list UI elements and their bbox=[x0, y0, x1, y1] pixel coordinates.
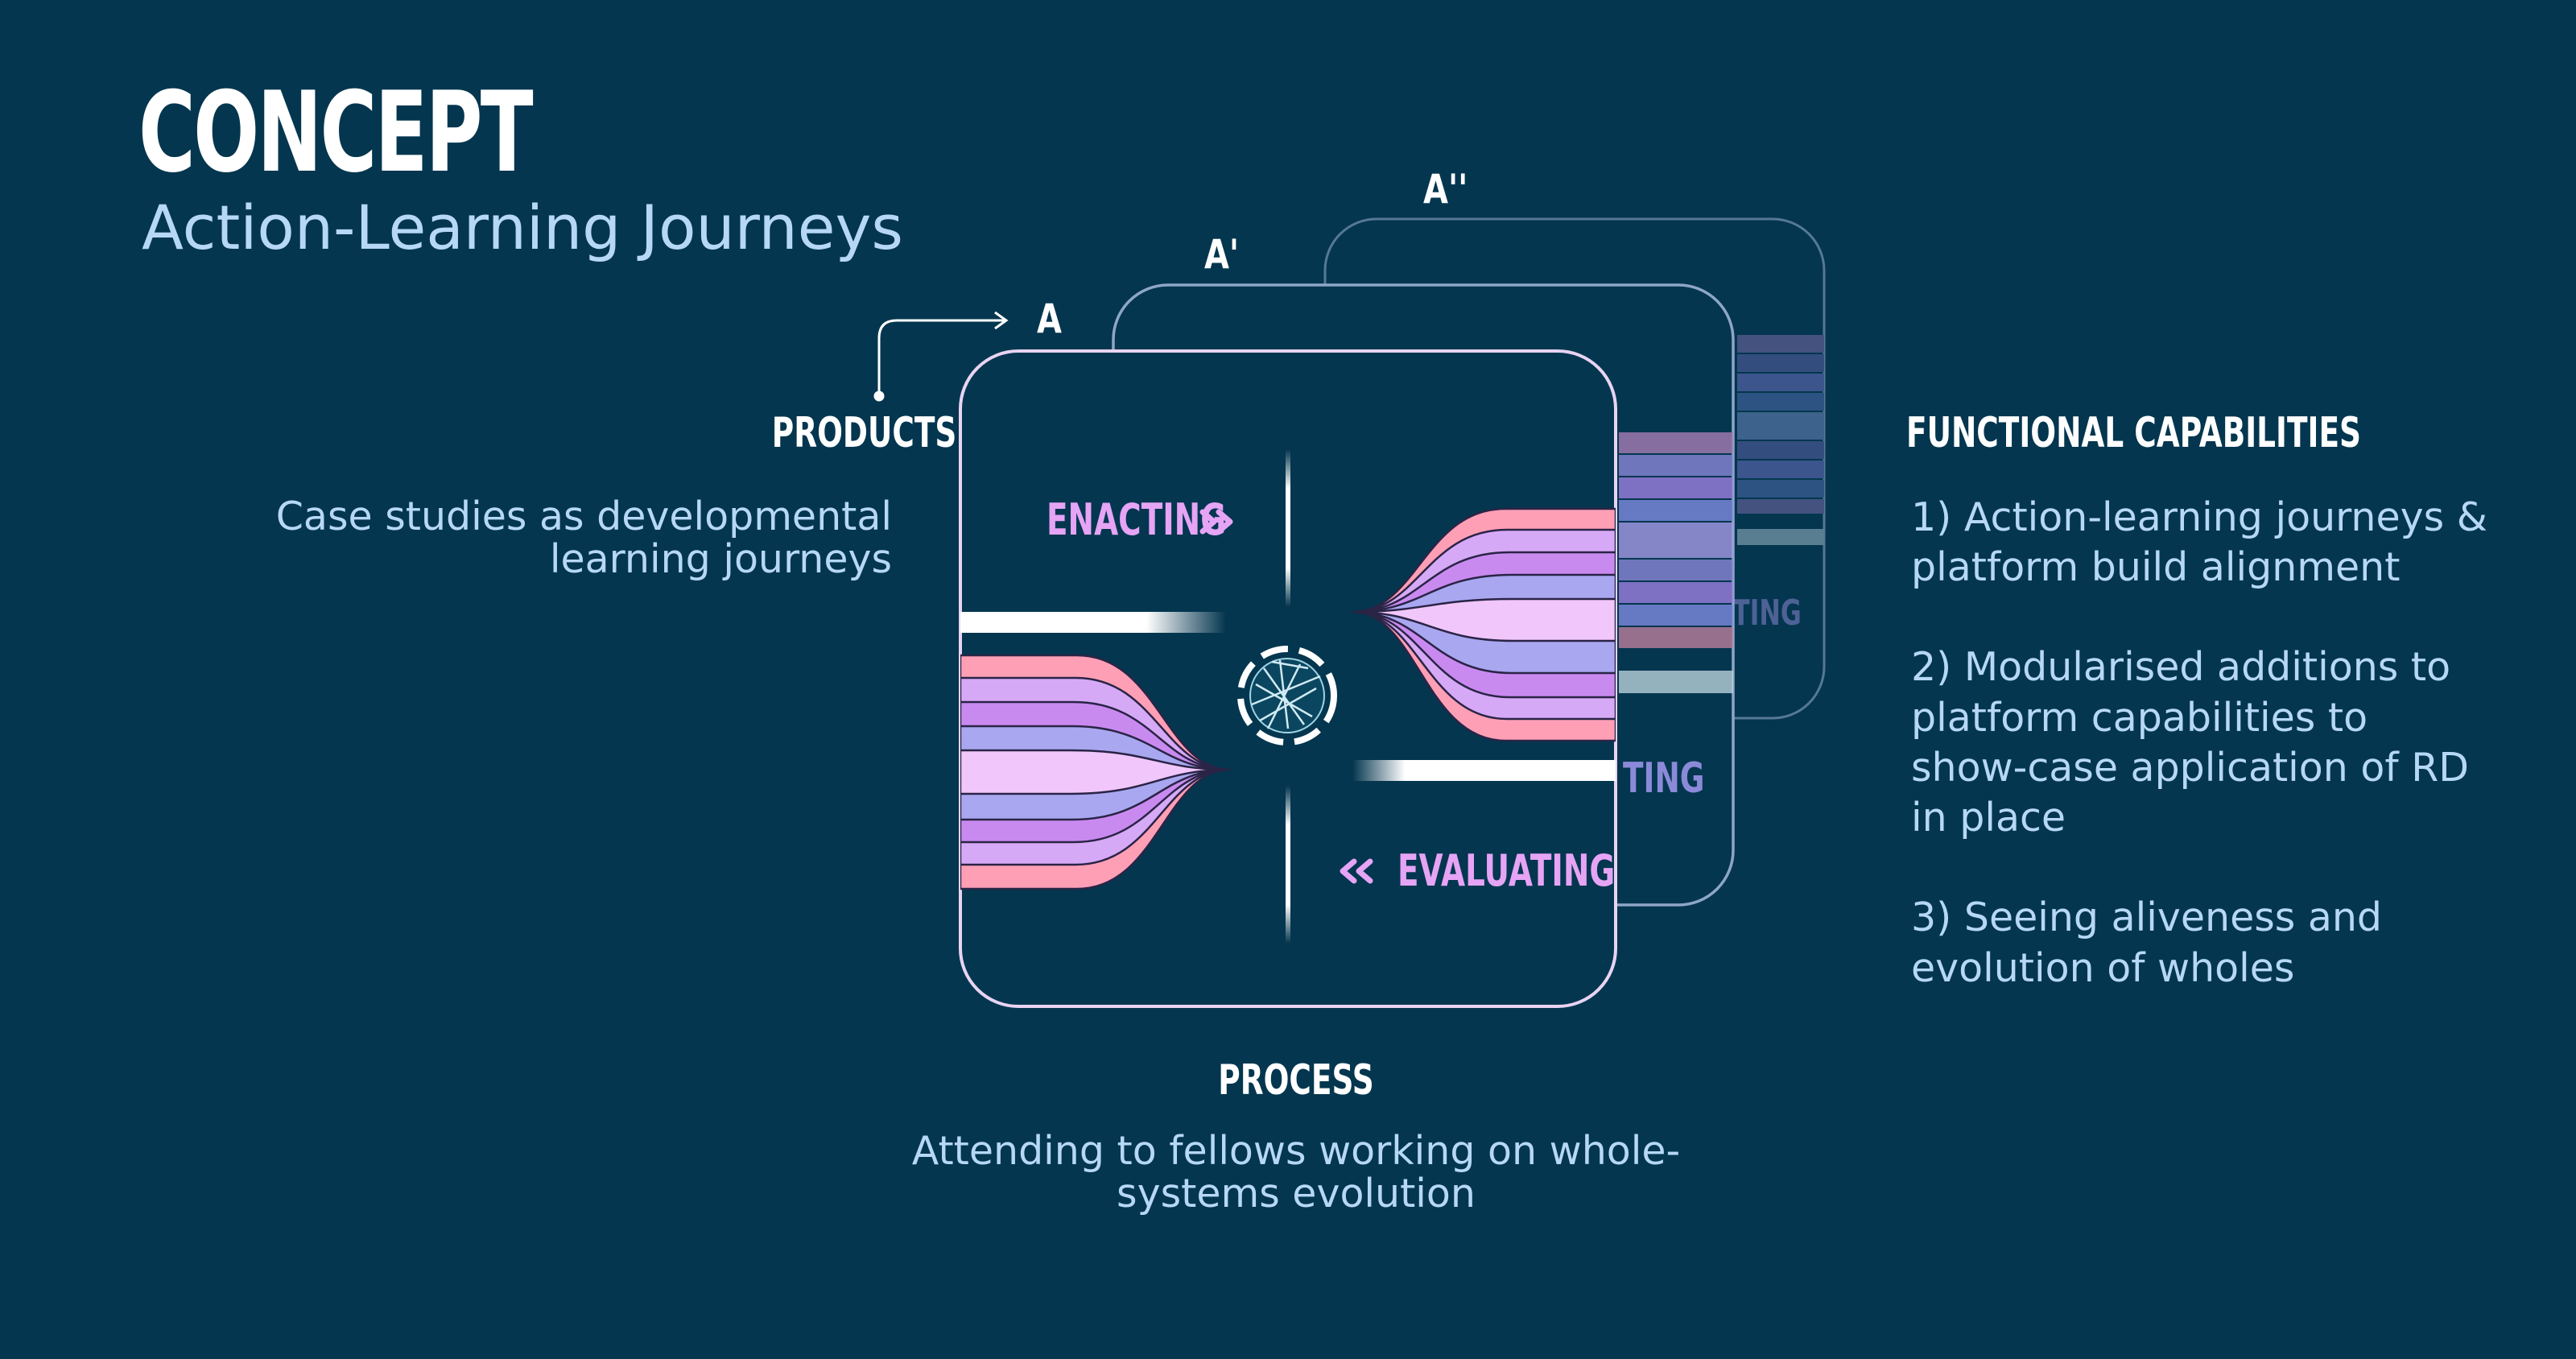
page-title: CONCEPT bbox=[138, 68, 534, 197]
network-globe-icon bbox=[1237, 646, 1337, 746]
card-a-double-prime-bands bbox=[1737, 335, 1824, 545]
card-letter-a-double-prime: A'' bbox=[1423, 166, 1468, 213]
evaluating-bar bbox=[1352, 760, 1616, 781]
products-description: Case studies as developmental learning j… bbox=[275, 494, 892, 582]
capability-item-2: 2) Modularised additions to platform cap… bbox=[1911, 644, 2469, 841]
evaluating-label: EVALUATING bbox=[1397, 846, 1615, 897]
enacting-label: ENACTING bbox=[1046, 495, 1226, 546]
card-letter-a: A bbox=[1037, 295, 1062, 343]
chevrons-left-icon bbox=[1340, 858, 1373, 884]
capability-item-1: 1) Action-learning journeys & platform b… bbox=[1911, 494, 2487, 591]
process-label: PROCESS bbox=[1218, 1056, 1374, 1105]
card-a-prime-bands bbox=[1619, 432, 1733, 693]
functional-capabilities-list: 1) Action-learning journeys & platform b… bbox=[1911, 493, 2491, 1043]
functional-capabilities-label: FUNCTIONAL CAPABILITIES bbox=[1906, 409, 2361, 457]
products-connector-arrow bbox=[873, 311, 1009, 402]
axis-bottom bbox=[1286, 786, 1290, 944]
evaluating-flow bbox=[960, 654, 1231, 890]
chevrons-right-icon bbox=[1199, 509, 1233, 535]
card-a: ENACTING EVALUATING bbox=[959, 349, 1617, 1008]
axis-top bbox=[1286, 449, 1290, 607]
enacting-flow bbox=[1352, 507, 1616, 742]
capability-item-3: 3) Seeing aliveness and evolution of who… bbox=[1911, 894, 2383, 991]
card-letter-a-prime: A' bbox=[1204, 231, 1239, 279]
card-a-double-prime-partial-label: TING bbox=[1732, 593, 1802, 634]
enacting-bar bbox=[960, 612, 1226, 633]
process-description: Attending to fellows working on whole-sy… bbox=[911, 1128, 1681, 1216]
card-a-prime-partial-label: TING bbox=[1623, 754, 1705, 803]
page-subtitle: Action-Learning Journeys bbox=[142, 192, 904, 263]
